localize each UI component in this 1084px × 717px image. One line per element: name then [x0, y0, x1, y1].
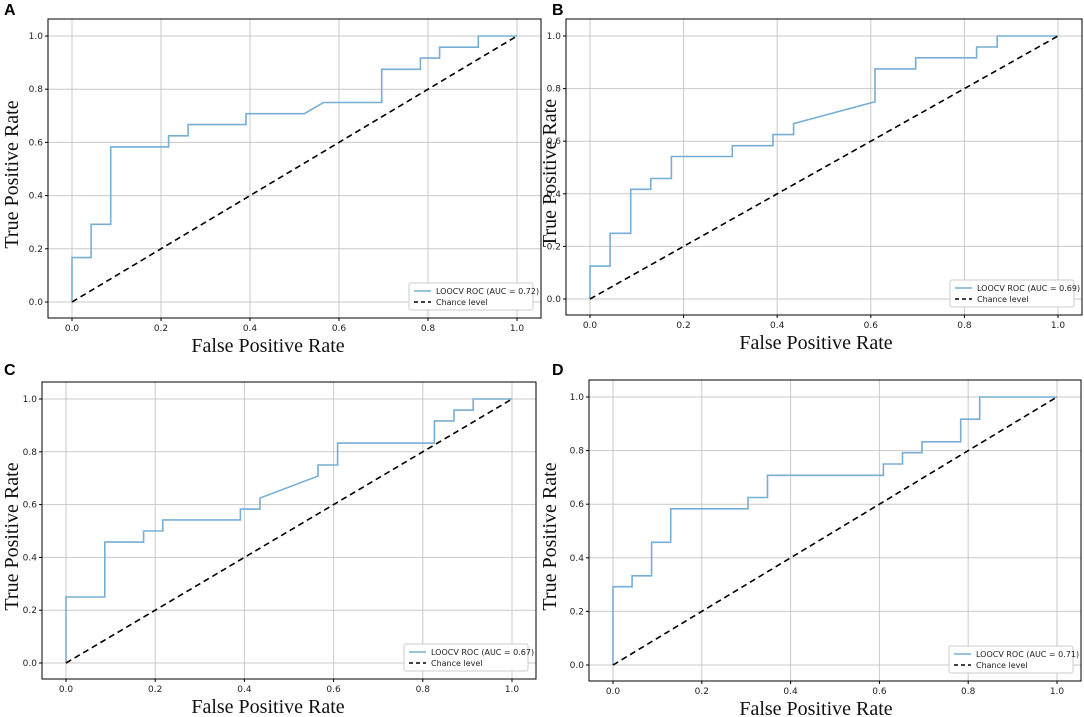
x-tick-label: 0.0	[606, 687, 621, 697]
y-axis-label: True Positive Rate	[539, 99, 561, 247]
chance-level-line	[71, 35, 518, 303]
chart-svg: C 0.0 0.0 0.2 0.2 0.4 0.4 0.6 0.6 0.8 0.8 1.0 1.0 LOO…	[1, 362, 537, 717]
chance-level-line	[612, 396, 1058, 666]
chart-svg: B 0.0 0.0 0.2 0.2 0.4 0.4 0.6 0.6 0.8 0.8 1.0 1.0 LOO…	[539, 2, 1083, 354]
y-axis-label: True Positive Rate	[539, 462, 561, 610]
panel-b: B 0.0 0.0 0.2 0.2 0.4 0.4 0.6 0.6 0.8 0.8 1.0 1.0 LOO…	[539, 0, 1084, 358]
roc-curve-line	[589, 35, 1058, 299]
x-tick-label: 1.0	[1051, 321, 1066, 331]
x-tick-label: 0.0	[65, 324, 80, 334]
axes-frame	[565, 18, 1083, 316]
x-axis-label: False Positive Rate	[191, 335, 344, 357]
y-tick-label: 0.2	[23, 606, 37, 616]
x-tick-label: 0.4	[237, 685, 252, 695]
y-axis-label: True Positive Rate	[1, 462, 23, 610]
y-tick-label: 0.0	[547, 295, 562, 305]
legend-box	[408, 282, 534, 311]
x-tick-label: 0.0	[583, 321, 598, 331]
y-tick-label: 0.8	[29, 85, 44, 95]
legend-box	[403, 643, 529, 672]
y-tick-label: 0.0	[29, 298, 44, 308]
y-tick-label: 0.8	[547, 85, 562, 95]
y-tick-label: 0.8	[570, 447, 585, 457]
y-tick-label: 0.6	[29, 138, 44, 148]
y-tick-label: 0.2	[29, 245, 43, 255]
y-tick-label: 0.4	[570, 554, 585, 564]
chance-level-line	[589, 35, 1059, 300]
x-tick-label: 0.2	[676, 321, 690, 331]
panel-d: D 0.0 0.0 0.2 0.2 0.4 0.4 0.6 0.6 0.8 0.8 1.0 1.0 LOO…	[539, 358, 1084, 717]
x-tick-label: 0.2	[695, 687, 709, 697]
y-tick-label: 0.6	[547, 137, 562, 147]
x-tick-label: 0.4	[770, 321, 785, 331]
y-tick-label: 0.2	[570, 607, 584, 617]
panel-letter: B	[552, 2, 564, 19]
x-tick-label: 1.0	[1050, 687, 1065, 697]
roc-curve-line	[612, 396, 1057, 665]
y-tick-label: 0.8	[23, 448, 38, 458]
panel-a: A 0.0 0.0 0.2 0.2 0.4 0.4 0.6 0.6 0.8 0.8 1.0 1.0 LOO…	[0, 0, 542, 358]
x-tick-label: 0.8	[957, 321, 972, 331]
x-tick-label: 0.8	[416, 685, 431, 695]
axes-frame	[588, 379, 1082, 682]
legend-box	[948, 645, 1074, 674]
y-tick-label: 0.0	[570, 661, 585, 671]
chance-level-line	[65, 398, 513, 664]
chart-svg: D 0.0 0.0 0.2 0.2 0.4 0.4 0.6 0.6 0.8 0.8 1.0 1.0 LOO…	[539, 362, 1082, 717]
roc-curve-line	[65, 398, 512, 663]
legend-label: LOOCV ROC (AUC = 0.67)	[431, 648, 534, 657]
legend-label: Chance level	[977, 295, 1029, 304]
axes-frame	[47, 18, 542, 319]
x-axis-label: False Positive Rate	[739, 332, 892, 354]
panel-letter: C	[4, 362, 16, 379]
y-tick-label: 0.6	[570, 500, 585, 510]
x-tick-label: 0.8	[961, 687, 976, 697]
roc-curve-line	[71, 35, 517, 302]
chart-svg: A 0.0 0.0 0.2 0.2 0.4 0.4 0.6 0.6 0.8 0.8 1.0 1.0 LOO…	[1, 2, 542, 357]
x-tick-label: 0.6	[326, 685, 341, 695]
y-tick-label: 1.0	[570, 393, 585, 403]
legend-box	[949, 279, 1075, 308]
y-tick-label: 1.0	[23, 395, 38, 405]
x-tick-label: 0.6	[332, 324, 347, 334]
y-tick-label: 0.0	[23, 659, 38, 669]
x-tick-label: 1.0	[505, 685, 520, 695]
x-axis-label: False Positive Rate	[739, 698, 892, 717]
legend-label: LOOCV ROC (AUC = 0.72)	[436, 287, 539, 296]
y-tick-label: 1.0	[547, 32, 562, 42]
x-tick-label: 1.0	[510, 324, 525, 334]
x-tick-label: 0.4	[243, 324, 258, 334]
legend-label: Chance level	[976, 661, 1028, 670]
x-tick-label: 0.4	[783, 687, 798, 697]
y-tick-label: 0.6	[23, 501, 38, 511]
y-axis-label: True Positive Rate	[1, 100, 23, 248]
legend-label: LOOCV ROC (AUC = 0.71)	[976, 650, 1079, 659]
x-tick-label: 0.2	[154, 324, 168, 334]
x-tick-label: 0.6	[864, 321, 879, 331]
axes-frame	[41, 381, 537, 680]
y-tick-label: 0.4	[23, 553, 38, 563]
x-axis-label: False Positive Rate	[191, 696, 344, 717]
y-tick-label: 0.4	[547, 190, 562, 200]
legend-label: Chance level	[431, 659, 483, 668]
panel-c: C 0.0 0.0 0.2 0.2 0.4 0.4 0.6 0.6 0.8 0.8 1.0 1.0 LOO…	[0, 358, 542, 717]
x-tick-label: 0.0	[59, 685, 74, 695]
y-tick-label: 0.2	[547, 242, 561, 252]
legend-label: LOOCV ROC (AUC = 0.69)	[977, 284, 1080, 293]
x-tick-label: 0.2	[148, 685, 162, 695]
panel-letter: A	[4, 2, 16, 19]
legend-label: Chance level	[436, 298, 488, 307]
y-tick-label: 0.4	[29, 192, 44, 202]
y-tick-label: 1.0	[29, 32, 44, 42]
x-tick-label: 0.8	[421, 324, 436, 334]
x-tick-label: 0.6	[872, 687, 887, 697]
panel-letter: D	[552, 362, 564, 379]
